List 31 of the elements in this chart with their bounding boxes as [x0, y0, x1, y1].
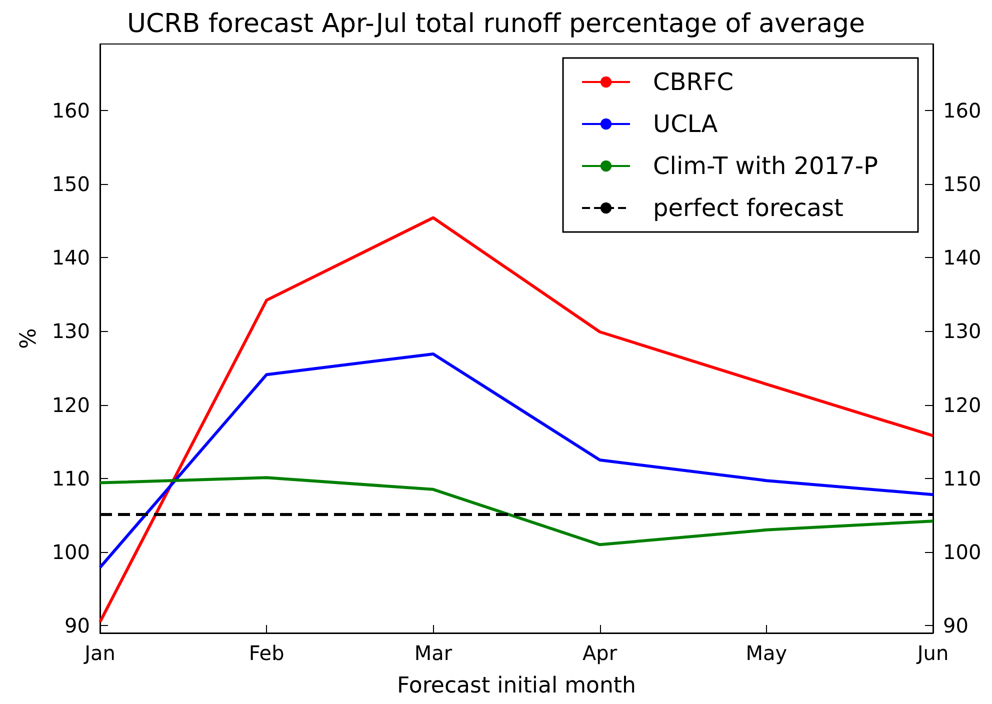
y-axis-title: %: [16, 328, 42, 349]
y-tick-label: 90: [64, 614, 90, 638]
y-tick-label: 160: [52, 98, 90, 122]
y2-tick-label: 160: [943, 98, 982, 122]
y2-tick-label: 140: [943, 246, 982, 270]
y-tick-label: 100: [52, 540, 90, 564]
y-tick-label: 130: [52, 319, 90, 344]
legend-label: Clim-T with 2017-P: [653, 152, 878, 180]
x-tick-label: Apr: [582, 641, 618, 665]
x-tick-label: Mar: [414, 641, 453, 665]
legend-label: UCLA: [653, 110, 718, 138]
chart-title: UCRB forecast Apr-Jul total runoff percentage of average: [126, 9, 866, 39]
y2-tick-label: 100: [943, 540, 982, 564]
y2-tick-label: 120: [943, 392, 982, 417]
y2-tick-label: 110: [943, 466, 982, 490]
line-series: [98, 476, 934, 546]
y2-tick-label: 130: [943, 319, 982, 344]
x-tick-label: May: [746, 641, 788, 665]
y-tick-label: 110: [52, 466, 90, 490]
legend-label: perfect forecast: [653, 194, 844, 222]
y2-tick-label: 150: [943, 172, 982, 196]
y2-tick-label: 90: [943, 614, 968, 638]
y-tick-label: 150: [52, 172, 90, 196]
y-tick-label: 140: [52, 246, 90, 270]
x-tick-label: Jun: [915, 641, 949, 665]
x-tick-label: Feb: [248, 641, 284, 665]
y-tick-label: 120: [52, 392, 90, 417]
x-axis-title: Forecast initial month: [397, 674, 636, 698]
line-series: [98, 352, 934, 569]
x-tick-label: Jan: [82, 641, 116, 665]
legend-label: CBRFC: [653, 68, 734, 96]
